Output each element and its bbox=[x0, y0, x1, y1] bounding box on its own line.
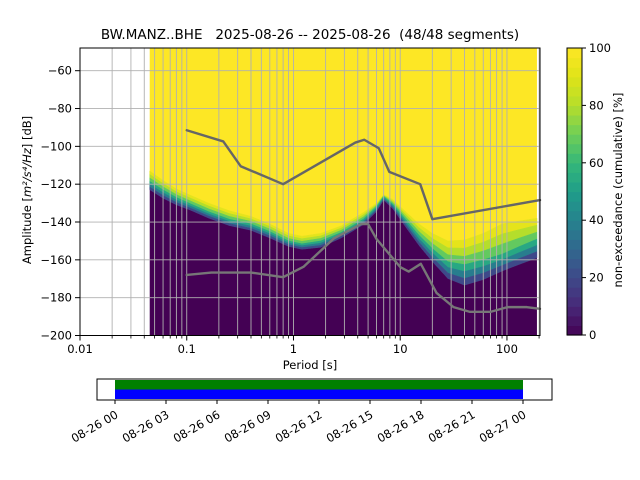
y-tick-label: −120 bbox=[40, 177, 72, 191]
timeline-tick-label: 08-26 21 bbox=[426, 407, 478, 445]
y-axis-label: Amplitude [m²/s⁴/Hz] [dB] bbox=[20, 40, 34, 340]
plot-title: BW.MANZ..BHE 2025-08-26 -- 2025-08-26 (4… bbox=[100, 27, 520, 43]
y-axis-label-prefix: Amplitude [ bbox=[20, 197, 34, 265]
nhnm-line bbox=[185, 129, 542, 221]
x-tick-label: 0.1 bbox=[178, 342, 196, 356]
y-tick-label: −200 bbox=[40, 329, 72, 343]
main-axes-border bbox=[79, 47, 541, 336]
timeline-tick-label: 08-27 00 bbox=[477, 407, 529, 445]
timeline-coverage-data bbox=[115, 380, 523, 390]
x-tick-label: 100 bbox=[496, 342, 518, 356]
timeline-tick-label: 08-26 15 bbox=[324, 407, 376, 445]
colorbar-tick-label: 0 bbox=[589, 328, 596, 342]
y-axis-label-units: m²/s⁴/Hz bbox=[20, 148, 34, 198]
nlnm-line bbox=[185, 222, 542, 314]
y-tick-label: −80 bbox=[48, 102, 72, 116]
timeline: 08-26 00 08-26 03 08-26 06 08-26 09 08-26 12… bbox=[69, 378, 553, 445]
timeline-tick-label: 08-26 12 bbox=[273, 407, 325, 445]
timeline-tick-label: 08-26 00 bbox=[69, 407, 121, 445]
colorbar: 0 20 40 60 80 100 bbox=[566, 41, 611, 342]
colorbar-tick-label: 20 bbox=[589, 271, 604, 285]
axes: 0.01 0.1 1 10 100 −200 −180 −160 −140 −120 −100 −80… bbox=[40, 47, 541, 356]
y-axis-label-suffix: ] [dB] bbox=[20, 115, 34, 149]
y-tick-label: −100 bbox=[40, 139, 72, 153]
timeline-tick-label: 08-26 03 bbox=[120, 407, 172, 445]
y-tick-label: −180 bbox=[40, 291, 72, 305]
colorbar-tick-label: 80 bbox=[589, 98, 604, 112]
timeline-coverage-psd bbox=[115, 389, 523, 399]
y-tick-label: −140 bbox=[40, 215, 72, 229]
timeline-tick-label: 08-26 09 bbox=[222, 407, 274, 445]
colorbar-border bbox=[566, 47, 583, 336]
heatmap-mesh bbox=[149, 48, 538, 336]
noise-model-lines bbox=[185, 129, 542, 314]
colorbar-label: non-exceedance (cumulative) [%] bbox=[611, 92, 625, 288]
colorbar-tick-label: 40 bbox=[589, 213, 604, 227]
timeline-tick-label: 08-26 06 bbox=[171, 407, 223, 445]
x-axis-label: Period [s] bbox=[282, 358, 338, 372]
y-tick-label: −60 bbox=[48, 64, 72, 78]
x-tick-label: 1 bbox=[290, 342, 297, 356]
grid-lines bbox=[79, 48, 540, 336]
timeline-tick-label: 08-26 18 bbox=[375, 407, 427, 445]
colorbar-tick-label: 100 bbox=[589, 41, 611, 55]
colorbar-tick-label: 60 bbox=[589, 156, 604, 170]
x-tick-label: 10 bbox=[393, 342, 408, 356]
y-tick-label: −160 bbox=[40, 253, 72, 267]
x-tick-label: 0.01 bbox=[67, 342, 93, 356]
